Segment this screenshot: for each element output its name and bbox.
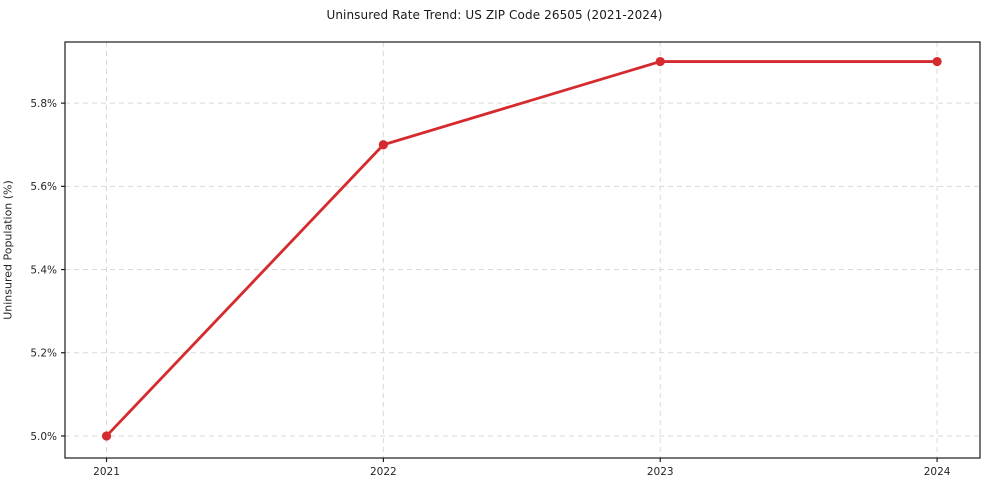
data-point-marker — [932, 56, 942, 67]
data-point-marker — [655, 56, 665, 67]
y-axis-label: Uninsured Population (%) — [1, 180, 15, 320]
x-tick-label: 2021 — [93, 466, 120, 478]
y-tick-label: 5.6% — [30, 181, 57, 193]
chart-title: Uninsured Rate Trend: US ZIP Code 26505 … — [326, 8, 663, 22]
axis-spines — [64, 41, 981, 459]
data-point-marker — [101, 431, 112, 441]
x-tick-label: 2023 — [647, 466, 674, 478]
y-tick-label: 5.2% — [30, 348, 57, 360]
data-point-marker — [378, 140, 388, 150]
y-tick-label: 5.4% — [30, 264, 57, 276]
trend-line — [105, 60, 939, 438]
x-tick-label: 2024 — [924, 466, 951, 478]
y-tick-label: 5.8% — [30, 98, 57, 110]
x-tick-label: 2022 — [370, 466, 397, 478]
y-tick-label: 5.0% — [30, 431, 57, 443]
